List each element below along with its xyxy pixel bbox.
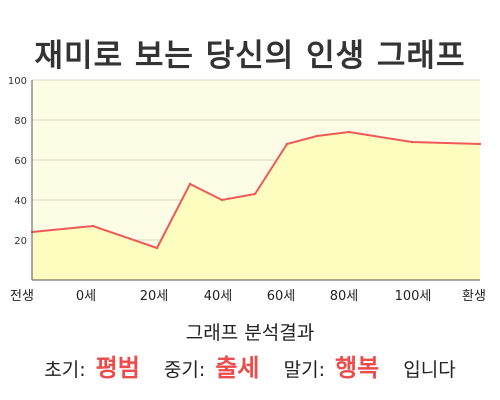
y-tick-label: 80	[14, 116, 27, 127]
mid-value: 출세	[215, 354, 260, 382]
data-point	[155, 246, 159, 250]
y-tick-label: 60	[14, 156, 27, 167]
late-value: 행복	[335, 354, 380, 382]
analysis-heading: 그래프 분석결과	[185, 322, 315, 344]
data-point	[220, 198, 224, 202]
early-label: 초기:	[44, 359, 86, 381]
x-tick-label: 0세	[76, 289, 96, 304]
data-point	[410, 140, 414, 144]
data-point	[188, 182, 192, 186]
data-point	[315, 134, 319, 138]
early-value: 평범	[95, 354, 140, 382]
analysis-result: 초기: 평범 중기: 출세 말기: 행복 입니다	[0, 348, 500, 383]
result-suffix: 입니다	[403, 359, 456, 381]
y-tick-label: 100	[8, 76, 27, 87]
mid-label: 중기:	[163, 359, 206, 381]
late-label: 말기:	[283, 359, 325, 381]
data-point	[285, 142, 289, 146]
x-tick-label: 60세	[267, 289, 296, 304]
y-tick-label: 40	[14, 196, 27, 207]
x-tick-label: 40세	[204, 289, 233, 304]
data-point	[478, 142, 482, 146]
data-point	[253, 192, 257, 196]
x-tick-label: 전생	[10, 289, 34, 304]
x-tick-label: 80세	[330, 289, 359, 304]
x-tick-label: 20세	[140, 289, 169, 304]
data-point	[347, 130, 351, 134]
x-tick-label: 환생	[462, 289, 486, 304]
chart-title: 재미로 보는 당신의 인생 그래프	[34, 38, 466, 74]
x-tick-label: 100세	[395, 289, 432, 304]
area-fill	[32, 132, 480, 280]
y-tick-label: 20	[14, 236, 27, 247]
data-point	[91, 224, 95, 228]
